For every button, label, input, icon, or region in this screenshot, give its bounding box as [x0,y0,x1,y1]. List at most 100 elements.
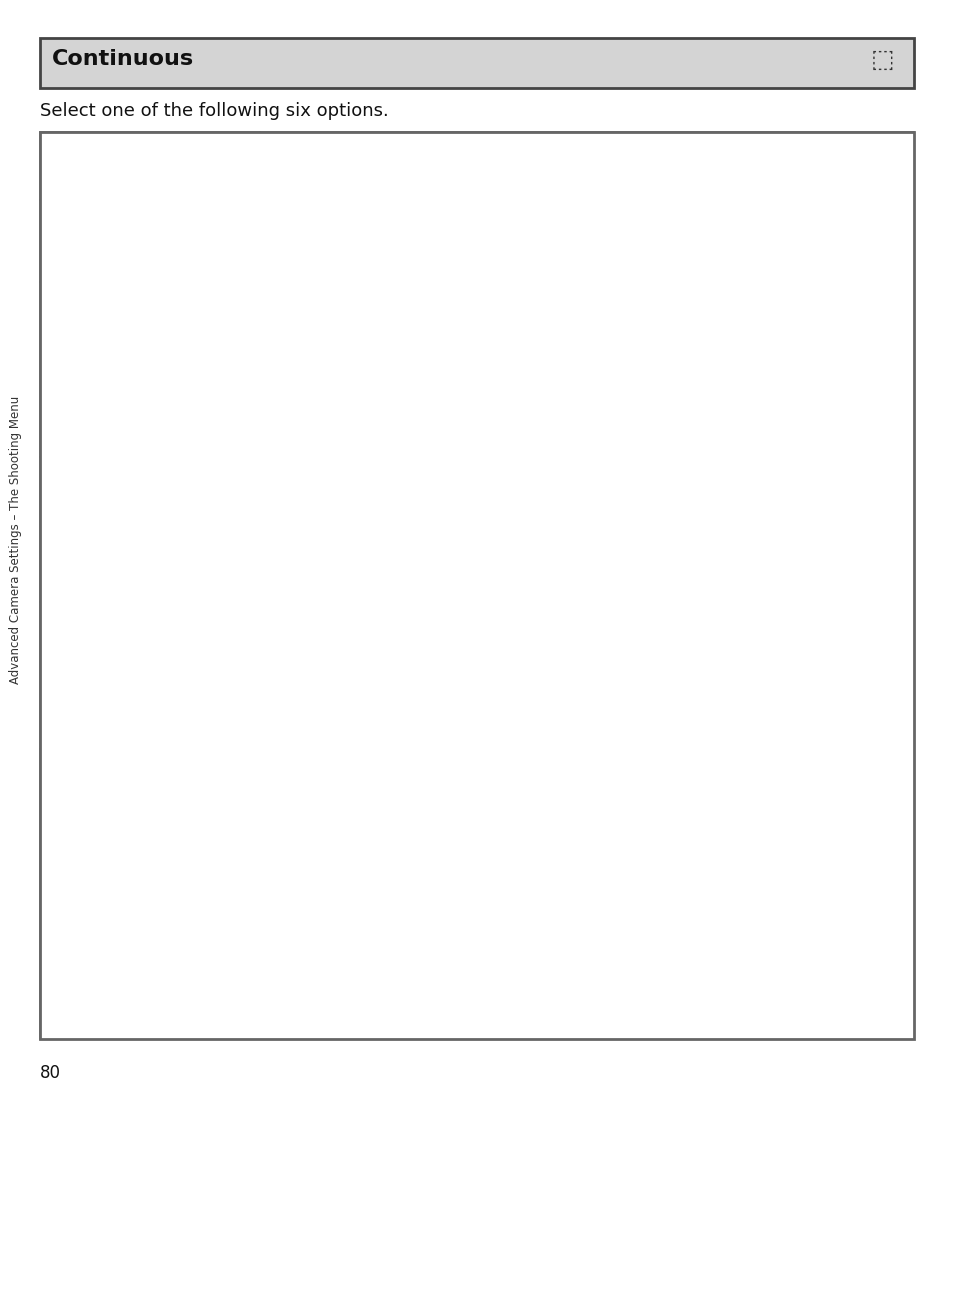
Bar [260,602,913,749]
Text: (30 seconds, 1, 5, 10, 30, 60 min-: (30 seconds, 1, 5, 10, 30, 60 min- [272,795,496,808]
Text: 3264×2448: 3264×2448 [365,381,455,394]
Text: ►: ► [317,933,325,943]
Bar [54,518,71,533]
Text: ton is fully pressed, the camera: ton is fully pressed, the camera [272,310,491,325]
Bar [40,131,260,200]
Text: • The camera will take pictures at: • The camera will take pictures at [272,848,498,861]
Text: ⚲: ⚲ [843,384,850,394]
Text: been recorded.: been recorded. [272,915,373,928]
Text: 1m: 1m [805,800,823,809]
Text: S: S [58,142,68,156]
Text: ⚲: ⚲ [802,423,810,434]
Text: Takes one picture each time the shutter-release button is: Takes one picture each time the shutter-… [272,143,668,156]
Text: 10m: 10m [801,832,826,842]
Text: Single: Single [84,141,142,158]
Text: v: v [735,784,741,794]
Text: Ultra HS: Ultra HS [84,519,162,537]
Text: ⚲: ⚲ [802,344,810,355]
Text: Advanced Camera Settings – The Shooting Menu: Advanced Camera Settings – The Shooting … [10,396,23,685]
Text: 30m: 30m [801,848,826,858]
Text: fully pressed.: fully pressed. [272,160,365,175]
Bar [730,798,898,813]
Text: • Press: • Press [272,933,323,946]
Bar [54,662,76,685]
Text: 1/2: 1/2 [886,763,903,773]
Bar [260,200,913,283]
Text: Takes pictures automatically at a: Takes pictures automatically at a [272,759,491,773]
Text: ⚲: ⚲ [762,423,769,434]
Text: ⚲: ⚲ [762,306,769,315]
Text: ⚲: ⚲ [843,344,850,355]
Bar [730,759,908,781]
Text: SET INTERVAL TIME: SET INTERVAL TIME [748,763,848,773]
Text: specified interval. Set the interval: specified interval. Set the interval [272,778,498,791]
Text: While the shutter-release button is pressed, pictures can: While the shutter-release button is pres… [272,212,664,225]
Text: mode.: mode. [272,950,322,963]
Bar [40,602,260,749]
Bar [730,813,898,829]
Text: to 1.8 frames per second (fps).: to 1.8 frames per second (fps). [272,246,487,260]
Text: ⏲: ⏲ [57,911,66,926]
Bar [57,515,75,531]
Text: ↺: ↺ [57,664,70,679]
Text: ⚲: ⚲ [843,306,850,315]
Bar [745,290,908,448]
Text: in four rows to form a single pic-: in four rows to form a single pic- [272,363,497,377]
Text: OK: OK [833,865,846,872]
Bar [805,863,827,875]
Bar [40,131,913,1039]
Bar [54,909,76,932]
Text: 5 shot buffer: 5 shot buffer [84,665,206,683]
Text: ⚲: ⚲ [884,344,891,355]
Text: ⚲: ⚲ [802,306,810,315]
Bar [0,200,32,880]
Bar [40,749,260,1039]
Text: memory or on the memory card.: memory or on the memory card. [272,700,498,715]
Text: ⬚: ⬚ [869,49,893,72]
Bar [40,457,260,602]
Text: 5m: 5m [805,816,823,827]
Text: be taken continuously. The first five shots are taken at up: be taken continuously. The first five sh… [272,229,671,243]
Text: memory or memory card is full, or 1,800 frames have: memory or memory card is full, or 1,800 … [272,897,630,911]
Text: ⚲: ⚲ [802,384,810,394]
Text: OK: OK [810,865,823,874]
Text: 80: 80 [40,1064,61,1081]
Text: □: □ [735,763,747,777]
Text: Continuous: Continuous [84,231,190,248]
Text: ing will stop. Only the last five images taken during each: ing will stop. Only the last five images… [272,665,667,679]
Bar [730,829,898,845]
Text: takes up to 100 pictures of Ⓣ 640×480 pixels at up to 30: takes up to 100 pictures of Ⓣ 640×480 pi… [272,485,664,499]
Text: the specified interval until the: the specified interval until the [282,865,492,878]
Text: The number of exposures remaining is shown in the shoot-: The number of exposures remaining is sho… [272,537,679,552]
Text: utes) first and then press the shut-: utes) first and then press the shut- [272,812,504,825]
Bar [56,229,76,244]
Text: takes 16 shots at approximately 1.7: takes 16 shots at approximately 1.7 [272,328,522,342]
Text: to finish shooting and return to Playback: to finish shooting and return to Playbac… [332,933,607,946]
Bar [260,457,913,602]
Text: Intvl timer shooting: Intvl timer shooting [84,912,270,930]
Text: Select one of the following six options.: Select one of the following six options. [40,102,388,120]
Text: be taken at a rate of up to approximately 1.8 fps. When: be taken at a rate of up to approximatel… [272,631,659,644]
Text: Continuous: Continuous [52,49,193,70]
Bar [40,38,913,88]
Text: ter-release button.: ter-release button. [272,830,395,844]
Bar [730,861,908,876]
Text: the shutter-release button is released, continuous shoot-: the shutter-release button is released, … [272,648,665,662]
Text: camera turns off.: camera turns off. [272,986,394,999]
Bar [260,283,913,457]
Bar [52,231,71,247]
Bar [730,781,898,798]
Bar [54,355,76,377]
Text: pix-: pix- [421,381,452,394]
Text: Exit: Exit [760,865,778,872]
Text: ⚲: ⚲ [762,384,769,394]
Text: MENU: MENU [735,865,765,872]
Bar [40,283,260,457]
Text: fps. With each sequence, the camera creates a new folder: fps. With each sequence, the camera crea… [272,503,677,516]
Bar [730,845,898,861]
Text: 30s: 30s [804,784,824,794]
Text: Multi-shot 16: Multi-shot 16 [84,359,208,377]
Text: ⚲: ⚲ [884,306,891,315]
Text: continuous shooting burst will be recorded in the internal: continuous shooting burst will be record… [272,683,669,696]
Text: ture measuring Ⓑ: ture measuring Ⓑ [272,381,395,394]
